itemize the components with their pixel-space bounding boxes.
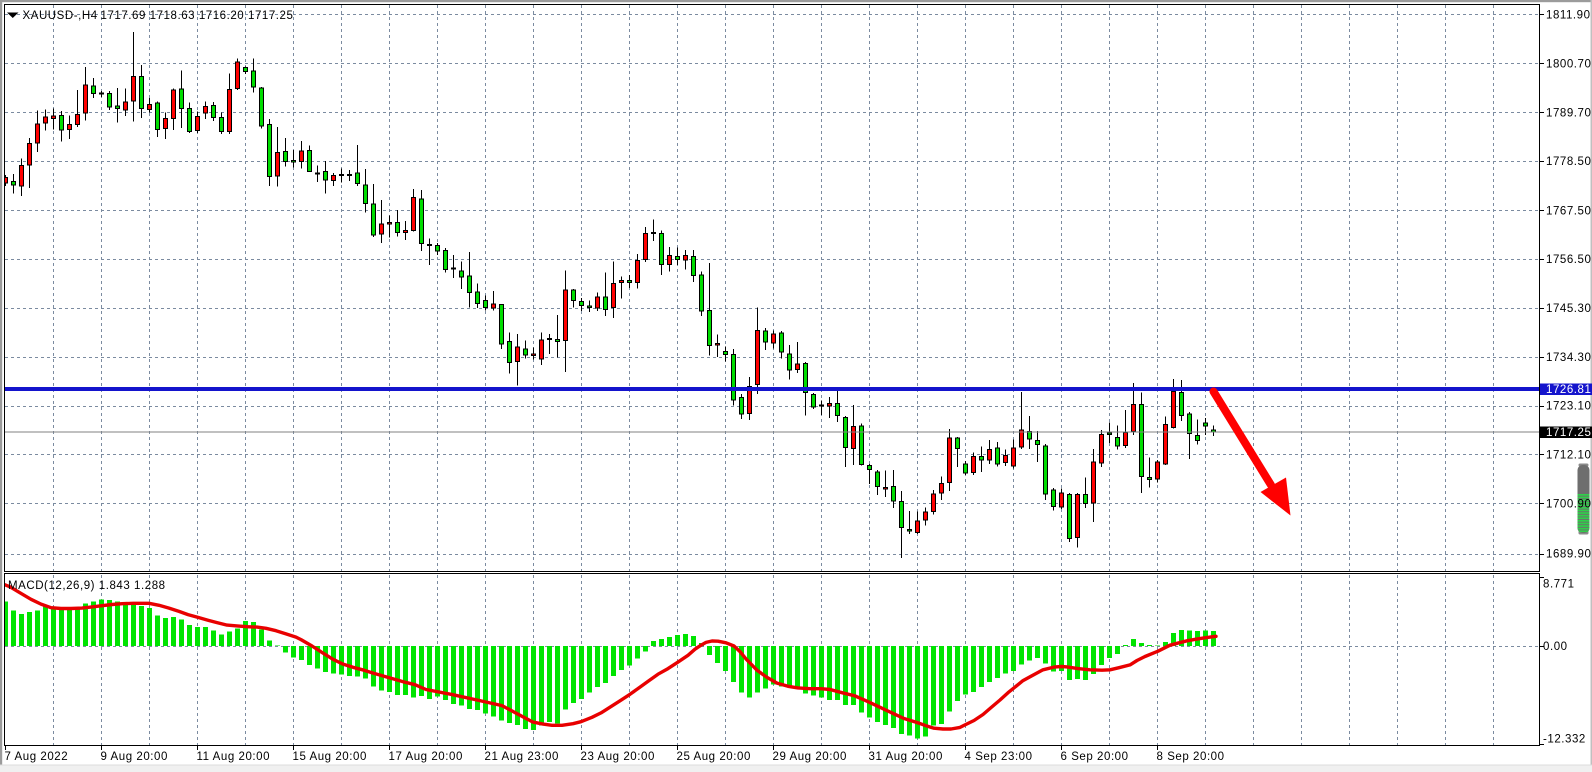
svg-text:4 Sep 23:00: 4 Sep 23:00	[965, 751, 1033, 763]
svg-text:1756.50: 1756.50	[1546, 254, 1591, 266]
svg-text:8 Sep 20:00: 8 Sep 20:00	[1157, 751, 1225, 763]
svg-text:31 Aug 20:00: 31 Aug 20:00	[869, 751, 943, 763]
svg-text:XAUUSD-,H4: XAUUSD-,H4	[23, 10, 98, 22]
svg-text:7 Aug 2022: 7 Aug 2022	[5, 751, 69, 763]
svg-text:6 Sep 20:00: 6 Sep 20:00	[1061, 751, 1129, 763]
svg-text:1789.70: 1789.70	[1546, 107, 1591, 119]
svg-text:11 Aug 20:00: 11 Aug 20:00	[197, 751, 271, 763]
svg-text:15 Aug 20:00: 15 Aug 20:00	[293, 751, 367, 763]
svg-text:1717.69 1718.63 1716.20 1717.2: 1717.69 1718.63 1716.20 1717.25	[101, 10, 294, 22]
svg-text:1767.50: 1767.50	[1546, 205, 1591, 217]
svg-text:1723.10: 1723.10	[1546, 401, 1591, 413]
svg-text:1800.70: 1800.70	[1546, 58, 1591, 70]
svg-text:1734.30: 1734.30	[1546, 352, 1591, 364]
svg-text:1700.90: 1700.90	[1546, 498, 1591, 510]
svg-text:1811.90: 1811.90	[1546, 10, 1591, 22]
svg-text:1745.30: 1745.30	[1546, 303, 1591, 315]
svg-text:23 Aug 20:00: 23 Aug 20:00	[581, 751, 655, 763]
svg-text:21 Aug 23:00: 21 Aug 23:00	[485, 751, 559, 763]
svg-text:-12.332: -12.332	[1543, 734, 1586, 746]
svg-text:9 Aug 20:00: 9 Aug 20:00	[101, 751, 168, 763]
svg-text:1712.10: 1712.10	[1546, 449, 1591, 461]
svg-text:29 Aug 20:00: 29 Aug 20:00	[773, 751, 847, 763]
svg-text:25 Aug 20:00: 25 Aug 20:00	[677, 751, 751, 763]
svg-text:0.00: 0.00	[1543, 641, 1568, 653]
svg-text:1689.90: 1689.90	[1546, 549, 1591, 561]
svg-text:1726.81: 1726.81	[1546, 384, 1591, 396]
svg-text:1717.25: 1717.25	[1546, 427, 1591, 439]
svg-text:MACD(12,26,9) 1.843 1.288: MACD(12,26,9) 1.843 1.288	[8, 580, 166, 592]
svg-text:1778.50: 1778.50	[1546, 156, 1591, 168]
svg-text:8.771: 8.771	[1543, 579, 1575, 591]
svg-text:17 Aug 20:00: 17 Aug 20:00	[389, 751, 463, 763]
